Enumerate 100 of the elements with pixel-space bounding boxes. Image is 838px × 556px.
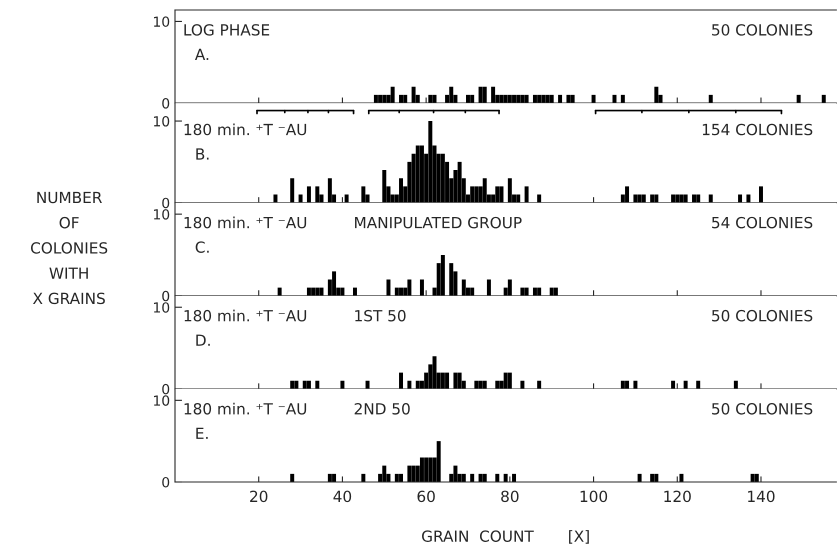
bar (273, 194, 278, 203)
bar (462, 279, 466, 296)
bar (684, 380, 688, 389)
bar (620, 380, 625, 389)
bar (428, 121, 432, 203)
bar (696, 380, 700, 389)
bar (738, 194, 742, 203)
bar (366, 380, 370, 389)
text: B. (196, 148, 209, 160)
bar (508, 279, 512, 296)
bar (625, 380, 630, 389)
bar (328, 474, 332, 482)
bar (436, 441, 441, 482)
bar (504, 474, 508, 482)
bar (361, 186, 366, 203)
bar (386, 279, 390, 296)
bar (512, 474, 516, 482)
y-tick-label: 10 (154, 302, 170, 313)
bar (524, 288, 529, 296)
y-tick-label: 0 (162, 384, 170, 394)
bar (482, 380, 487, 389)
x-tick-label: 80 (501, 490, 519, 502)
bar (420, 279, 424, 296)
bar (315, 186, 320, 203)
bar (290, 474, 294, 482)
text: E. (196, 428, 208, 439)
bar (470, 288, 474, 296)
bar (638, 194, 642, 203)
x-tick-label: 20 (250, 490, 268, 502)
x-tick-label: 40 (333, 490, 352, 502)
text: C. (196, 241, 209, 253)
text: A. (194, 48, 208, 60)
annotation: 2ND 50 (354, 403, 410, 415)
bar (399, 474, 404, 482)
bar (332, 474, 336, 482)
annotation: 50 COLONIES (712, 24, 812, 36)
bar (470, 474, 474, 482)
y-tick-label: 10 (154, 395, 170, 406)
bar (399, 178, 404, 203)
bar (654, 474, 658, 482)
bar (495, 186, 500, 203)
bar (532, 288, 537, 296)
bar (458, 372, 462, 389)
bar (675, 194, 680, 203)
bar (440, 372, 445, 389)
bar (278, 288, 282, 296)
bar (290, 380, 294, 389)
bar (399, 288, 404, 296)
bar (508, 372, 512, 389)
bar (382, 466, 386, 482)
bar (482, 474, 487, 482)
bar (416, 380, 420, 389)
bar (495, 380, 500, 389)
bar (420, 146, 424, 203)
x-tick-label: 120 (664, 490, 691, 502)
bar (520, 380, 524, 389)
bar (754, 474, 759, 482)
bar (516, 194, 520, 203)
bar (524, 186, 529, 203)
bar (361, 474, 366, 482)
annotation: 50 COLONIES (712, 403, 812, 415)
bar (311, 288, 316, 296)
y-axis-title: NUMBER OF COLONIES WITH X GRAINS (31, 192, 108, 304)
bar (679, 474, 684, 482)
bar (633, 194, 638, 203)
text: D. (196, 334, 210, 346)
bar (474, 380, 478, 389)
bar (453, 466, 458, 482)
bar (315, 288, 320, 296)
bar (340, 380, 344, 389)
bar (407, 466, 412, 482)
annotation: 54 COLONIES (712, 216, 812, 228)
bar (416, 146, 420, 203)
bar (440, 254, 445, 296)
bar (462, 474, 466, 482)
bar (495, 474, 500, 482)
text: 180 min. ⁺T ⁻AU (184, 402, 306, 415)
bar (679, 194, 684, 203)
bar (734, 380, 738, 389)
y-tick-label: 10 (154, 209, 170, 220)
bar (315, 380, 320, 389)
x-axis-title: GRAIN COUNT [X] (422, 530, 589, 544)
bar (407, 380, 412, 389)
x-tick-label: 100 (580, 490, 608, 502)
bar (696, 194, 700, 203)
bar (445, 372, 450, 389)
bar (340, 288, 344, 296)
annotation: MANIPULATED GROUP (355, 216, 522, 228)
bar (508, 178, 512, 203)
bar (458, 162, 462, 203)
annotation: 154 COLONIES (702, 124, 812, 136)
bar (671, 194, 676, 203)
bar (332, 271, 336, 296)
bar (470, 186, 474, 203)
bar (537, 194, 542, 203)
bar (294, 380, 298, 389)
bar (746, 194, 750, 203)
text: 180 min. ⁺T ⁻AU (184, 216, 306, 228)
bar (453, 372, 458, 389)
bar (478, 474, 483, 482)
